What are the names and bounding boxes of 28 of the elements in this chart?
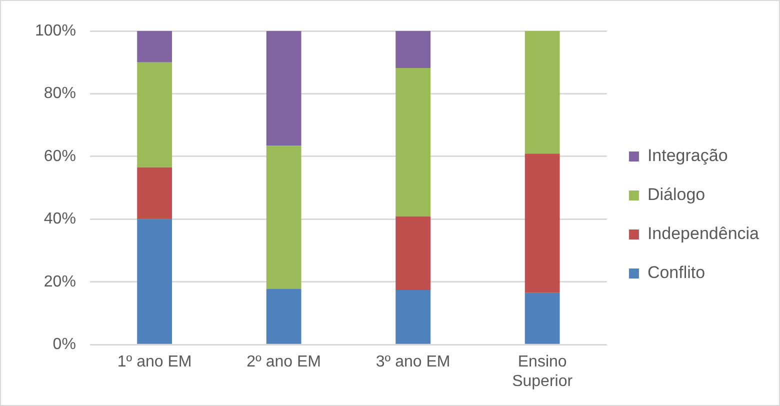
bar <box>137 167 172 220</box>
legend-label: Integração <box>647 146 728 166</box>
bar <box>266 288 302 344</box>
bar <box>137 31 172 62</box>
bar <box>137 219 172 344</box>
bar <box>524 154 560 293</box>
x-tick-label: 2º ano EM <box>246 354 321 371</box>
bar <box>266 31 302 146</box>
x-tick-label: 3º ano EM <box>376 354 450 371</box>
bar <box>396 290 431 344</box>
y-tick-label: 60% <box>44 148 76 165</box>
bar <box>396 31 431 68</box>
y-tick-label: 80% <box>44 85 76 102</box>
bar <box>266 145 302 289</box>
bar <box>396 68 431 216</box>
bar <box>137 62 172 168</box>
bar <box>396 216 431 290</box>
y-tick-label: 100% <box>35 22 76 40</box>
bar <box>524 292 560 344</box>
bar <box>524 31 560 154</box>
y-tick-label: 0% <box>52 336 76 354</box>
legend-label: Conflito <box>647 263 706 282</box>
legend-label: Diálogo <box>647 185 706 204</box>
x-tick-label: 1º ano EM <box>117 354 192 371</box>
x-tick-label: Ensino Superior <box>512 354 574 390</box>
legend-label: Independência <box>647 224 760 244</box>
y-tick-label: 20% <box>44 273 76 290</box>
y-tick-label: 40% <box>44 210 76 228</box>
